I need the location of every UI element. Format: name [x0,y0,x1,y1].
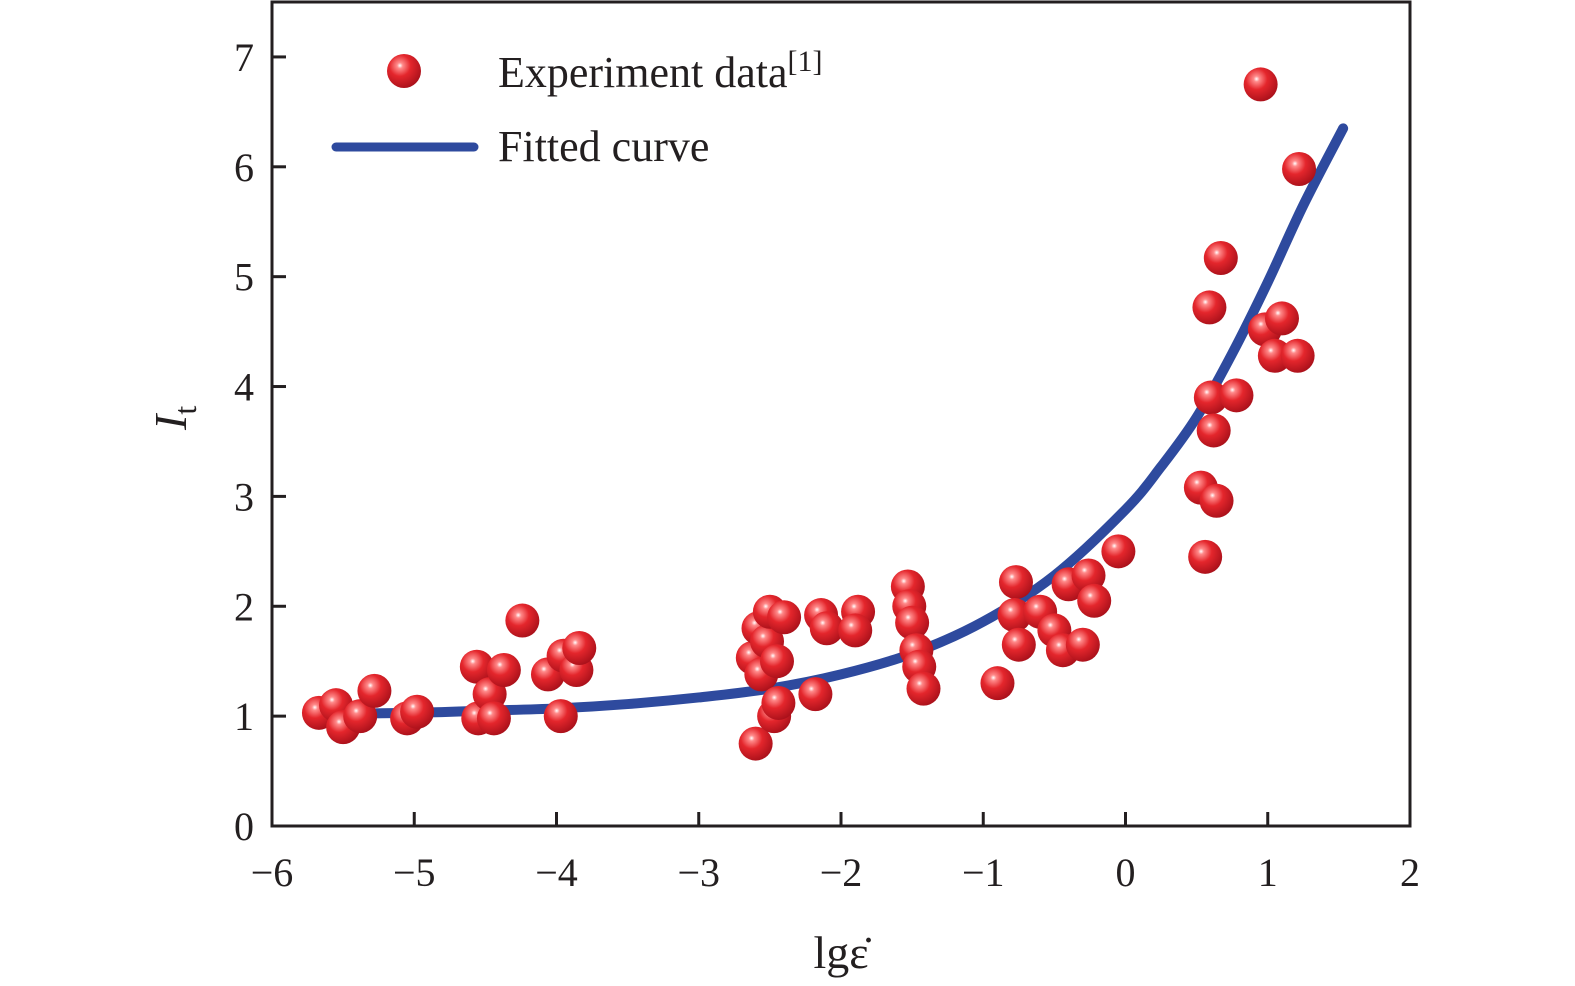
legend: Experiment data[1] Fitted curve [331,45,823,171]
x-tick-label: −3 [677,850,720,895]
axis-ticks: −6 −5 −4 −3 −2 −1 0 1 2 0 1 2 3 4 5 6 7 [234,35,1420,895]
data-point [798,677,833,712]
data-point [1280,338,1315,373]
plot-frame [270,0,1412,828]
data-point [1203,240,1238,275]
x-tick-label: −1 [962,850,1005,895]
data-point [759,644,794,679]
data-point [1264,301,1299,336]
x-tick-label: −5 [393,850,436,895]
data-point [1193,380,1228,415]
y-tick-label: 5 [234,255,254,300]
y-tick-label: 6 [234,145,254,190]
x-tick-label: −6 [251,850,294,895]
data-point [1243,67,1278,102]
data-point [1199,483,1234,518]
data-point [1192,290,1227,325]
data-point [343,699,378,734]
y-axis-title-subscript: t [167,406,203,415]
data-point [738,726,773,761]
data-point [1282,151,1317,186]
data-point [1101,534,1136,569]
data-point [997,598,1032,633]
y-tick-label: 3 [234,474,254,519]
data-point [400,694,435,729]
x-tick-label: 0 [1116,850,1136,895]
y-tick-label: 1 [234,694,254,739]
legend-label-experiment: Experiment data[1] [498,45,823,97]
data-points-layer [301,67,1317,761]
x-axis-title: lgε̇ [813,927,871,978]
data-point [1065,627,1100,662]
y-tick-label: 0 [234,804,254,849]
data-point [543,699,578,734]
x-tick-label: −4 [535,850,578,895]
data-point [761,685,796,720]
data-point [998,565,1033,600]
data-point [357,673,392,708]
x-tick-label: 1 [1258,850,1278,895]
data-point [838,613,873,648]
legend-label-fitted: Fitted curve [498,122,709,171]
y-axis-title: It [145,406,203,431]
legend-superscript: [1] [788,45,823,78]
data-point [767,600,802,635]
data-point [1001,627,1036,662]
data-point [895,605,930,640]
y-tick-label: 4 [234,365,254,410]
data-point [562,631,597,666]
data-point [476,701,511,736]
data-point [906,671,941,706]
data-point [1071,558,1106,593]
data-point [486,652,521,687]
data-point [980,666,1015,701]
x-tick-label: −2 [820,850,863,895]
y-tick-label: 7 [234,35,254,80]
data-point [1219,378,1254,413]
y-tick-label: 2 [234,584,254,629]
legend-sphere-marker [387,54,421,88]
data-point [459,649,494,684]
data-point [809,611,844,646]
data-point [1188,539,1223,574]
x-tick-label: 2 [1400,850,1420,895]
data-point [505,603,540,638]
data-point [1077,583,1112,618]
data-point [1196,413,1231,448]
